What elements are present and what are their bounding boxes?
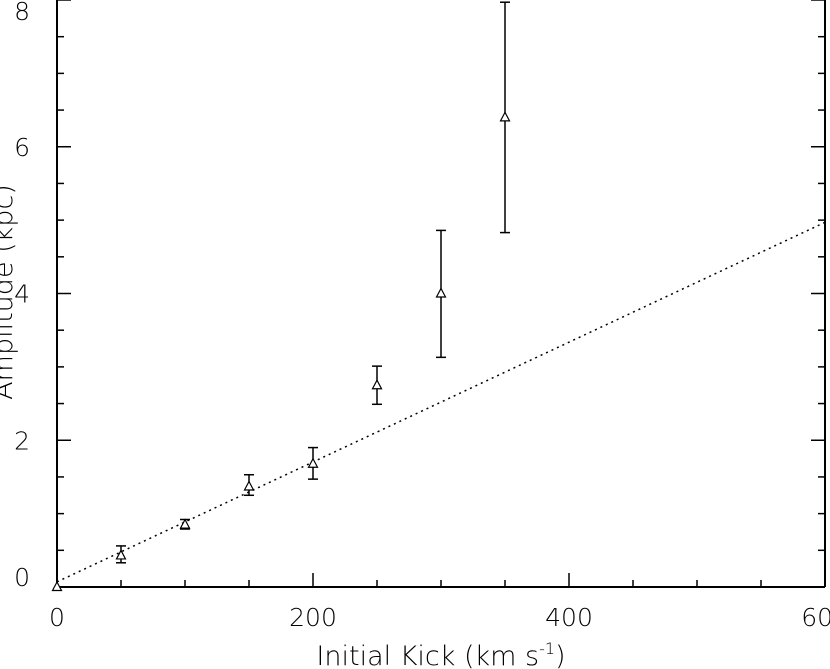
x-tick-label: 400 [545,603,593,632]
y-tick-label: 4 [14,280,30,309]
triangle-marker [435,287,447,298]
x-tick-label: 0 [49,603,65,632]
y-tick-label: 8 [14,0,30,26]
triangle-marker [179,518,191,529]
triangle-marker [371,378,383,390]
data-markers [51,111,511,592]
y-tick-label: 6 [14,133,30,162]
x-axis-title: Initial Kick (km s-1) [316,639,565,669]
axis-ticks [56,0,826,588]
x-tick-label: 200 [289,603,337,632]
error-bars [116,1,510,564]
triangle-marker [499,111,511,122]
triangle-marker [307,457,319,468]
y-tick-label: 2 [14,426,30,455]
triangle-marker [51,580,63,592]
triangle-marker [243,480,255,491]
x-tick-label: 60 [801,603,830,632]
y-tick-label: 0 [14,563,30,592]
y-axis-title: Amplitude (kpc) [0,184,19,400]
triangle-marker [115,549,127,560]
